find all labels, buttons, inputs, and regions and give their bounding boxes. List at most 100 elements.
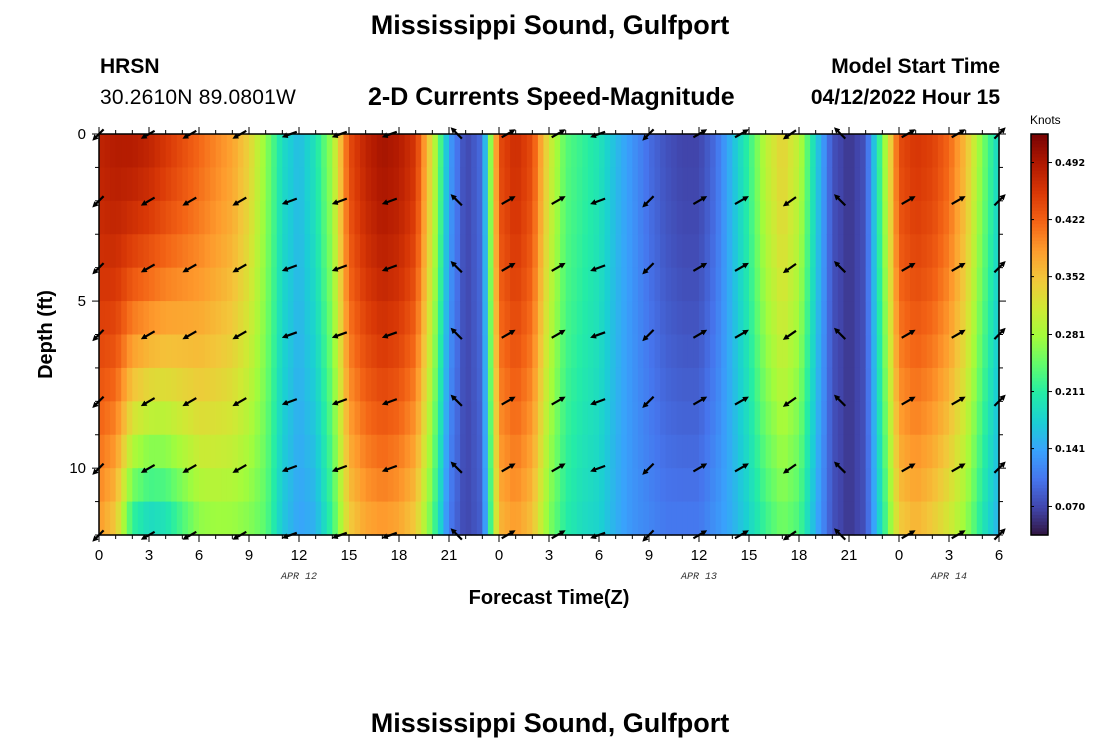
heatmap-cell <box>704 234 711 269</box>
heatmap-cell <box>565 468 572 503</box>
heatmap-cell <box>410 200 417 235</box>
heatmap-cell <box>487 334 495 369</box>
heatmap-cell <box>310 134 317 169</box>
current-vector-arrow <box>140 196 156 206</box>
heatmap-cell <box>226 301 233 336</box>
heatmap-cell <box>404 434 411 469</box>
current-vector-arrow <box>331 331 348 339</box>
heatmap-cell <box>854 200 861 235</box>
heatmap-cell <box>410 501 417 536</box>
heatmap-cell <box>237 234 245 269</box>
heatmap-cell <box>687 501 695 536</box>
heatmap-cell <box>626 234 633 269</box>
heatmap-cell <box>549 234 556 269</box>
heatmap-cell <box>410 234 417 269</box>
heatmap-cell <box>932 234 939 269</box>
current-vector-arrow <box>450 327 463 340</box>
x-axis-title: Forecast Time(Z) <box>469 587 630 609</box>
heatmap-cell <box>899 200 906 235</box>
heatmap-cell <box>787 501 795 536</box>
current-vector-arrow <box>833 260 847 274</box>
heatmap-cell <box>599 134 606 169</box>
heatmap-cell <box>843 468 850 503</box>
heatmap-cell <box>615 267 622 302</box>
heatmap-cell <box>554 434 561 469</box>
colorbar-segment <box>1031 177 1048 182</box>
heatmap-cell <box>749 401 756 436</box>
heatmap-cell <box>760 468 767 503</box>
heatmap-cell <box>510 401 517 436</box>
heatmap-cell <box>532 367 539 402</box>
heatmap-cell <box>899 234 906 269</box>
heatmap-cell <box>787 401 795 436</box>
heatmap-cell <box>487 234 495 269</box>
heatmap-cell <box>704 200 711 235</box>
heatmap-cell <box>837 267 845 302</box>
heatmap-cell <box>932 134 939 169</box>
heatmap-cell <box>926 301 933 336</box>
heatmap-cell <box>743 200 750 235</box>
heatmap-cell <box>154 434 161 469</box>
heatmap-cell <box>282 200 289 235</box>
heatmap-cell <box>743 334 750 369</box>
heatmap-cell <box>304 167 311 202</box>
colorbar-tick-label: 0.492 <box>1055 158 1085 169</box>
heatmap-cell <box>749 200 756 235</box>
heatmap-cell <box>965 468 972 503</box>
heatmap-cell <box>654 501 661 536</box>
heatmap-cell <box>943 167 950 202</box>
heatmap-cell <box>532 167 539 202</box>
heatmap-cell <box>937 501 945 536</box>
heatmap-cell <box>260 234 267 269</box>
heatmap-cell <box>104 334 111 369</box>
heatmap-cell <box>160 134 167 169</box>
current-vector-arrow <box>381 464 398 473</box>
colorbar-segment <box>1031 267 1048 272</box>
heatmap-cell <box>887 134 895 169</box>
heatmap-cell <box>382 468 389 503</box>
heatmap-cell <box>354 501 361 536</box>
heatmap-cell <box>637 234 645 269</box>
heatmap-cell <box>143 468 150 503</box>
heatmap-cell <box>860 434 867 469</box>
heatmap-cell <box>865 334 872 369</box>
heatmap-cell <box>954 200 961 235</box>
heatmap-cell <box>549 501 556 536</box>
heatmap-cell <box>882 167 889 202</box>
heatmap-cell <box>310 200 317 235</box>
heatmap-cell <box>987 334 995 369</box>
heatmap-cell <box>360 134 367 169</box>
heatmap-cell <box>832 301 839 336</box>
heatmap-cell <box>832 334 839 369</box>
heatmap-cell <box>515 200 522 235</box>
chart-subtitle: 2-D Currents Speed-Magnitude <box>368 83 735 111</box>
heatmap-cell <box>382 167 389 202</box>
heatmap-cell <box>610 134 617 169</box>
colorbar-segment <box>1031 508 1048 513</box>
heatmap-cell <box>587 334 595 369</box>
heatmap-cell <box>465 134 472 169</box>
heatmap-cell <box>537 401 545 436</box>
heatmap-cell <box>932 501 939 536</box>
heatmap-cell <box>193 334 200 369</box>
heatmap-cell <box>699 434 706 469</box>
heatmap-cell <box>482 200 489 235</box>
heatmap-cell <box>726 434 733 469</box>
heatmap-cell <box>387 468 395 503</box>
heatmap-cell <box>110 200 117 235</box>
heatmap-cell <box>776 267 783 302</box>
heatmap-cell <box>476 234 483 269</box>
heatmap-cell <box>371 367 378 402</box>
heatmap-cell <box>187 334 195 369</box>
heatmap-cell <box>715 267 722 302</box>
heatmap-cell <box>371 434 378 469</box>
heatmap-cell <box>949 501 956 536</box>
heatmap-cell <box>560 167 567 202</box>
heatmap-cell <box>676 301 683 336</box>
heatmap-cell <box>743 301 750 336</box>
heatmap-cell <box>654 234 661 269</box>
heatmap-cell <box>837 200 845 235</box>
heatmap-cell <box>221 434 228 469</box>
heatmap-cell <box>660 167 667 202</box>
heatmap-cell <box>893 401 900 436</box>
